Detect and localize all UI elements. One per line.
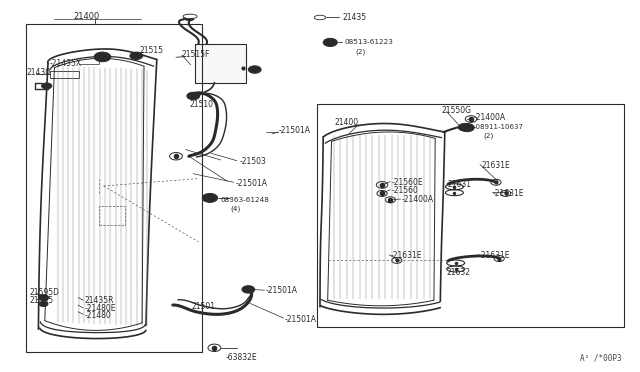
Circle shape xyxy=(38,295,49,301)
Text: 08363-61248: 08363-61248 xyxy=(221,197,269,203)
Text: (4): (4) xyxy=(230,205,241,212)
Text: 21595: 21595 xyxy=(29,296,54,305)
Text: A² /*00P3: A² /*00P3 xyxy=(580,354,622,363)
Text: -21480E: -21480E xyxy=(84,304,116,312)
Text: -21631E: -21631E xyxy=(493,189,524,198)
Text: S: S xyxy=(328,40,333,45)
Circle shape xyxy=(248,66,261,73)
Text: 21595D: 21595D xyxy=(29,288,60,296)
Circle shape xyxy=(39,301,48,307)
Text: -21560: -21560 xyxy=(392,186,419,195)
Circle shape xyxy=(242,286,255,293)
Bar xyxy=(317,104,624,327)
Text: N: N xyxy=(465,125,470,130)
Text: 21631: 21631 xyxy=(448,180,472,189)
Circle shape xyxy=(458,124,471,131)
Circle shape xyxy=(323,38,337,46)
Text: 21631E: 21631E xyxy=(481,161,510,170)
Text: -21501A: -21501A xyxy=(285,315,317,324)
Text: S: S xyxy=(207,195,212,201)
Bar xyxy=(50,71,79,78)
Circle shape xyxy=(187,92,200,100)
Text: 21435: 21435 xyxy=(342,13,367,22)
Circle shape xyxy=(94,52,111,62)
Text: -21501A: -21501A xyxy=(266,286,298,295)
Text: -21560E: -21560E xyxy=(392,178,423,187)
Text: 21515F: 21515F xyxy=(182,50,210,59)
Text: -21435X: -21435X xyxy=(50,60,82,68)
Text: -21503: -21503 xyxy=(240,157,267,166)
Text: 21430: 21430 xyxy=(27,68,51,77)
Text: 21435R: 21435R xyxy=(84,296,114,305)
Text: -21631E: -21631E xyxy=(479,251,510,260)
Text: -21400A: -21400A xyxy=(402,195,434,204)
Text: -21501A: -21501A xyxy=(278,126,310,135)
Text: 21550G: 21550G xyxy=(442,106,472,115)
Text: 21400: 21400 xyxy=(334,118,358,126)
Ellipse shape xyxy=(183,14,197,19)
Circle shape xyxy=(130,52,143,60)
Text: -08911-10637: -08911-10637 xyxy=(474,124,524,130)
Circle shape xyxy=(184,15,194,20)
Text: 21632: 21632 xyxy=(447,268,471,277)
Circle shape xyxy=(202,193,218,202)
Text: -63832E: -63832E xyxy=(225,353,257,362)
Bar xyxy=(26,24,202,352)
Text: (2): (2) xyxy=(484,133,494,140)
Circle shape xyxy=(42,83,52,89)
Text: -21501A: -21501A xyxy=(236,179,268,187)
Text: -21400A: -21400A xyxy=(474,113,506,122)
Text: 21515: 21515 xyxy=(140,46,164,55)
Text: 21501: 21501 xyxy=(192,302,216,311)
Text: 21400: 21400 xyxy=(74,12,100,21)
Text: -21631E: -21631E xyxy=(390,251,422,260)
Text: 08513-61223: 08513-61223 xyxy=(344,39,393,45)
Bar xyxy=(99,206,125,225)
Text: (2): (2) xyxy=(356,48,366,55)
Text: 21510: 21510 xyxy=(189,100,214,109)
Text: S: S xyxy=(252,67,257,72)
Bar xyxy=(195,44,246,83)
Circle shape xyxy=(460,124,474,132)
Text: -21480: -21480 xyxy=(84,311,111,320)
